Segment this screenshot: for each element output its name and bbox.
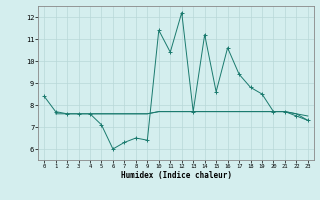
X-axis label: Humidex (Indice chaleur): Humidex (Indice chaleur) [121,171,231,180]
